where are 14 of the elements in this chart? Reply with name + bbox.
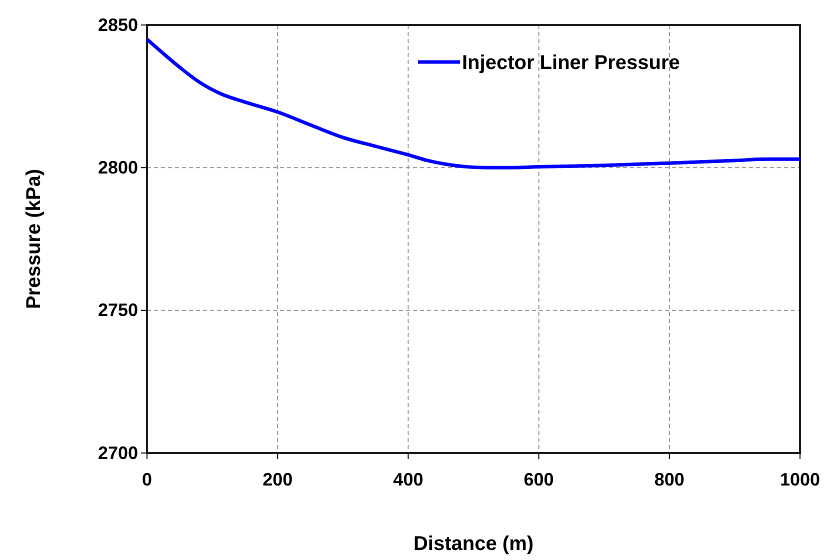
y-tick-label: 2800 <box>98 157 138 178</box>
x-tick-label: 1000 <box>780 469 820 490</box>
x-tick-label: 600 <box>524 469 554 490</box>
x-tick-label: 0 <box>142 469 152 490</box>
y-axis-title: Pressure (kPa) <box>23 168 45 310</box>
x-tick-label: 200 <box>262 469 293 490</box>
y-tick-label: 2750 <box>98 300 138 320</box>
x-tick-label: 800 <box>654 469 684 490</box>
legend-label: Injector Liner Pressure <box>462 52 680 74</box>
line-series <box>145 38 802 170</box>
y-tick-label: 2850 <box>98 14 138 35</box>
x-tick-label: 400 <box>393 469 424 490</box>
x-axis-title: Distance (m) <box>413 533 534 555</box>
y-tick-label: 2700 <box>98 442 138 463</box>
